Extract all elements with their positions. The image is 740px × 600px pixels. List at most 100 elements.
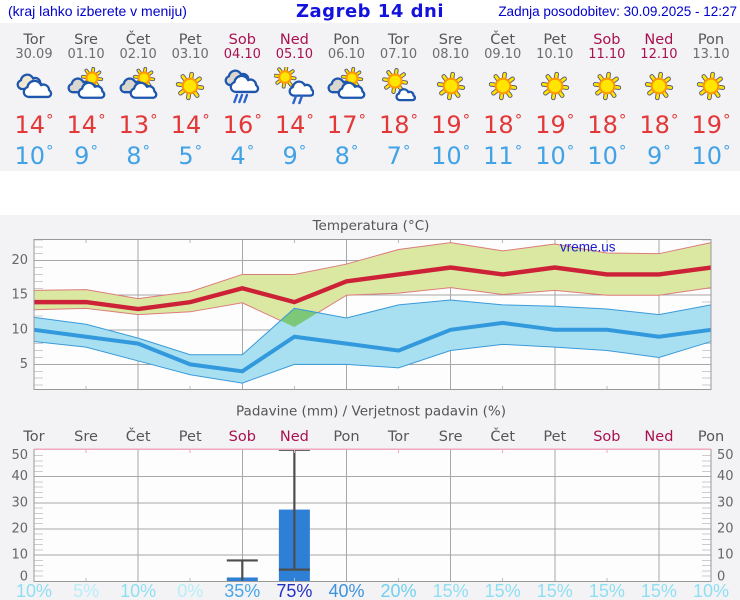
weather-icon-canvas <box>644 71 674 101</box>
precip-probability-label: 10% <box>16 581 52 600</box>
max-temperature-value: 19 <box>535 111 566 139</box>
min-temperature: 10° <box>685 139 737 169</box>
cloud-shape <box>22 79 53 99</box>
precip-axis-label-right: 20 <box>717 521 734 536</box>
forecast-day-column: Pet 10.10 19° 10° <box>529 23 581 171</box>
sunny-icon <box>431 67 471 105</box>
precip-probability-label: 20% <box>381 581 417 600</box>
forecast-day-column: Pon 13.10 19° 10° <box>685 23 737 171</box>
min-temperature-line <box>33 320 712 374</box>
sun-disc-inner <box>705 80 717 92</box>
degree-symbol: ° <box>202 111 210 129</box>
degree-symbol: ° <box>462 141 471 160</box>
day-name: Pet <box>543 32 567 48</box>
weather-icon-canvas <box>16 73 53 99</box>
precip-axis-label-left: 50 <box>11 448 28 463</box>
degree-symbol: ° <box>298 141 307 160</box>
precip-day-label: Ned <box>644 429 673 445</box>
min-temperature: 9° <box>268 139 320 169</box>
sunny-icon <box>535 67 575 105</box>
sun-disc-inner <box>444 80 457 92</box>
forecast-day-column: Tor 07.10 18° 7° <box>373 23 425 171</box>
min-temperature-value: 9 <box>282 141 298 170</box>
forecast-day-column: Pon 06.10 17° 8° <box>320 23 372 171</box>
weather-icon-canvas <box>592 71 621 101</box>
degree-symbol: ° <box>90 141 98 160</box>
sun-disc-inner <box>280 72 290 82</box>
max-temperature-value: 14 <box>274 111 306 139</box>
precip-day-label: Ned <box>280 429 309 445</box>
sun-disc-inner <box>496 80 509 92</box>
min-temperature-value: 10 <box>691 141 722 170</box>
max-temperature: 16° <box>216 108 268 138</box>
max-temperature-value: 19 <box>691 111 722 139</box>
min-temperature-value: 8 <box>334 141 350 170</box>
weather-icon-canvas <box>540 71 569 101</box>
degree-symbol: ° <box>150 111 158 129</box>
degree-symbol: ° <box>402 141 411 160</box>
day-name: Čet <box>125 32 151 48</box>
max-temperature: 14° <box>268 108 320 138</box>
sun-disc-inner <box>653 80 665 92</box>
degree-symbol: ° <box>566 111 575 129</box>
precip-axis-label-right: 40 <box>717 469 734 484</box>
sun-shape <box>176 71 205 101</box>
precip-axis-label-right: 30 <box>717 495 734 510</box>
degree-symbol: ° <box>410 111 419 129</box>
weather-icon-canvas <box>176 71 205 101</box>
max-temperature: 19° <box>529 108 581 138</box>
forecast-day-column: Ned 05.10 14° 9° <box>268 23 320 171</box>
partly-cloudy-icon <box>326 66 366 105</box>
precip-day-label: Sob <box>593 429 620 445</box>
forecast-day-column: Čet 02.10 13° 8° <box>112 23 164 171</box>
cloud-shape <box>288 80 315 97</box>
partly-cloudy-icon <box>118 66 158 105</box>
max-temperature-value: 14 <box>170 111 202 139</box>
degree-symbol: ° <box>670 111 679 129</box>
day-date: 06.10 <box>327 47 366 62</box>
day-name: Pon <box>333 32 360 48</box>
precip-axis-label-right: 50 <box>717 448 734 463</box>
temp-axis-label: 5 <box>20 357 28 372</box>
precip-axis-label-left: 10 <box>11 548 28 563</box>
day-name: Čet <box>490 32 516 48</box>
day-name: Tor <box>387 32 410 48</box>
sun-shape <box>644 71 674 101</box>
min-temperature-value: 10 <box>431 141 462 170</box>
cloud-shape <box>338 81 366 99</box>
precip-day-label: Tor <box>22 429 44 445</box>
min-temp-band <box>34 300 711 384</box>
precip-day-label: Sob <box>229 429 256 445</box>
degree-symbol: ° <box>358 111 366 129</box>
partly-cloudy-icon <box>66 66 106 105</box>
precip-probability-label: 15% <box>589 581 625 600</box>
day-date: 09.10 <box>484 47 522 62</box>
max-temperature: 13° <box>112 108 164 138</box>
sunny-icon <box>170 67 210 105</box>
sun-shape <box>436 71 465 101</box>
sun-shape <box>592 71 621 101</box>
precip-axis-label-left: 40 <box>11 469 28 484</box>
min-band-lower-edge <box>33 341 712 384</box>
sun-disc-inner <box>348 73 357 83</box>
cloud-shape <box>77 81 106 99</box>
band-overlap-area <box>281 308 318 328</box>
page-title: Zagreb 14 dni <box>295 1 444 22</box>
min-temperature: 10° <box>8 139 60 169</box>
day-name: Sob <box>593 32 621 48</box>
precip-probability-label: 10% <box>693 581 729 600</box>
precip-day-label: Pon <box>698 429 724 445</box>
degree-symbol: ° <box>350 141 359 160</box>
min-temperature: 10° <box>529 139 581 169</box>
vreme-us-link[interactable]: vreme.us <box>560 239 616 254</box>
degree-symbol: ° <box>98 111 106 129</box>
precip-axis-label-left: 30 <box>11 495 28 510</box>
precip-day-label: Pon <box>333 429 359 445</box>
rain-streak <box>298 94 304 105</box>
precip-probability-label: 15% <box>485 581 521 600</box>
min-temperature-value: 11 <box>483 141 514 170</box>
max-temperature: 14° <box>60 108 112 138</box>
day-date: 07.10 <box>379 47 418 62</box>
